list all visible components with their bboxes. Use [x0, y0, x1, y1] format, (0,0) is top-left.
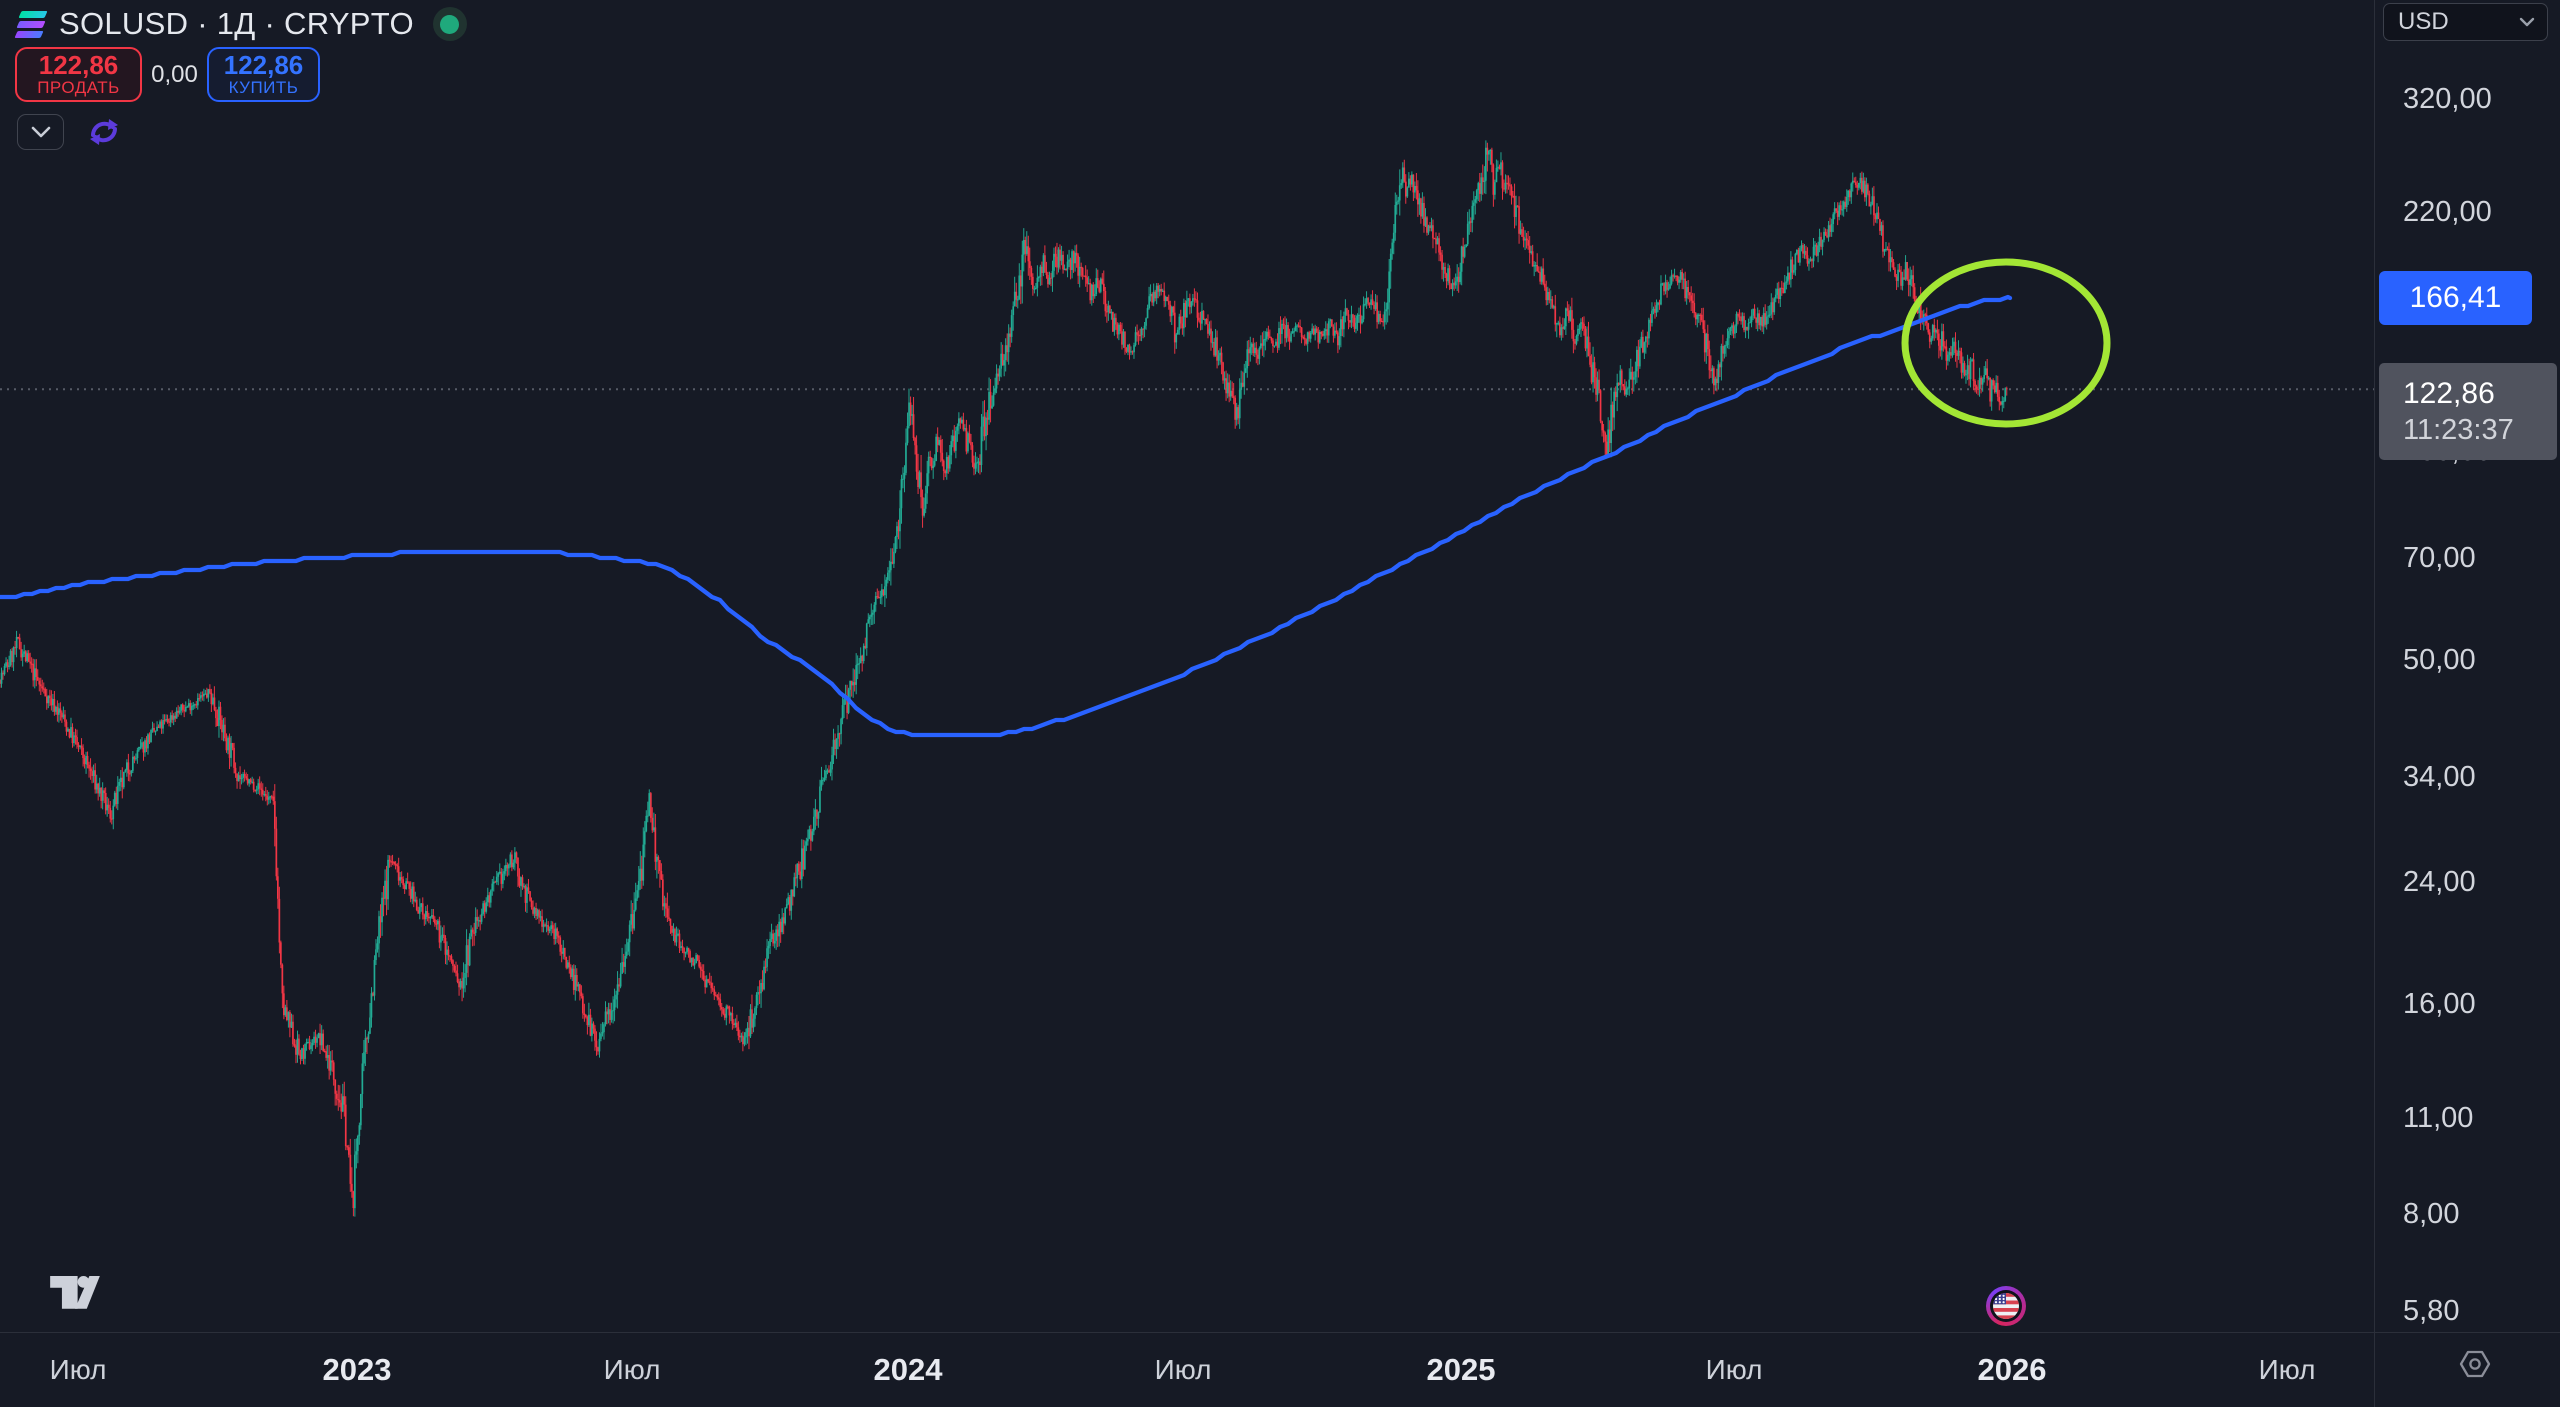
- price-axis-separator: [2374, 0, 2375, 1407]
- solana-logo-icon: [14, 10, 48, 40]
- collapse-button[interactable]: [17, 114, 64, 150]
- price-axis-label: 70,00: [2403, 542, 2476, 575]
- time-axis-year-label: 2025: [1426, 1352, 1496, 1387]
- tradingview-logo[interactable]: [50, 1276, 100, 1310]
- price-axis-label: 16,00: [2403, 988, 2476, 1021]
- current-price-badge: 122,86 11:23:37: [2379, 363, 2557, 461]
- ma-price-badge: 166,41: [2379, 270, 2532, 325]
- time-axis-month-label: Июл: [1705, 1354, 1763, 1385]
- sell-label: ПРОДАТЬ: [37, 78, 120, 98]
- currency-selector-button[interactable]: USD: [2383, 3, 2548, 41]
- symbol-legend: SOLUSD · 1Д · CRYPTO: [14, 6, 467, 42]
- annotation-ellipse[interactable]: [1901, 258, 2111, 428]
- price-axis-label: 50,00: [2403, 643, 2476, 676]
- time-axis-month-label: Июл: [49, 1354, 107, 1385]
- time-axis-separator: [0, 1332, 2560, 1333]
- price-axis[interactable]: USD 320,00220,00100,0070,0050,0034,0024,…: [2375, 0, 2560, 1332]
- market-open-status-icon: [440, 14, 460, 34]
- sell-price: 122,86: [38, 50, 119, 81]
- time-axis-year-label: 2024: [873, 1352, 943, 1387]
- bar-countdown: 11:23:37: [2403, 414, 2514, 447]
- spread-value: 0,00: [151, 60, 198, 88]
- ma-line: [0, 294, 2013, 738]
- buy-button[interactable]: 122,86 КУПИТЬ: [207, 47, 320, 102]
- price-axis-label: 5,80: [2403, 1294, 2460, 1327]
- price-axis-label: 11,00: [2403, 1101, 2474, 1134]
- time-axis-month-label: Июл: [2258, 1354, 2316, 1385]
- time-axis-month-label: Июл: [1154, 1354, 1212, 1385]
- usa-flag-icon: [1986, 1286, 2026, 1326]
- candlesticks-up: [0, 140, 2007, 1217]
- time-axis[interactable]: Июл 2023 Июл 2024 Июл 2025 Июл 2026 Июл: [0, 1333, 2560, 1407]
- currency-label: USD: [2398, 8, 2449, 35]
- price-axis-label: 34,00: [2403, 760, 2476, 793]
- time-axis-year-label: 2026: [1977, 1352, 2047, 1387]
- price-chart-canvas[interactable]: [0, 0, 2374, 1332]
- time-axis-year-label: 2023: [322, 1352, 392, 1387]
- market-status-ring: [432, 7, 467, 41]
- price-axis-label: 320,00: [2403, 83, 2492, 115]
- axis-settings-gear-icon[interactable]: [2458, 1348, 2492, 1380]
- time-axis-month-label: Июл: [603, 1354, 661, 1385]
- symbol-title[interactable]: SOLUSD · 1Д · CRYPTO: [59, 6, 414, 41]
- trade-buttons-row: 122,86 ПРОДАТЬ 0,00 122,86 КУПИТЬ: [15, 47, 320, 102]
- price-axis-label: 220,00: [2403, 196, 2492, 229]
- swap-sides-icon[interactable]: [85, 115, 123, 149]
- buy-price: 122,86: [223, 50, 304, 81]
- current-price-value: 122,86: [2403, 376, 2495, 410]
- price-axis-label: 8,00: [2403, 1197, 2460, 1230]
- chevron-down-icon: [31, 126, 50, 138]
- legend-tools-row: [17, 114, 123, 150]
- chevron-down-icon: [2519, 17, 2535, 27]
- price-axis-label: 24,00: [2403, 865, 2476, 898]
- sell-button[interactable]: 122,86 ПРОДАТЬ: [15, 47, 142, 102]
- ma-price-value: 166,41: [2409, 280, 2502, 314]
- buy-label: КУПИТЬ: [228, 78, 299, 98]
